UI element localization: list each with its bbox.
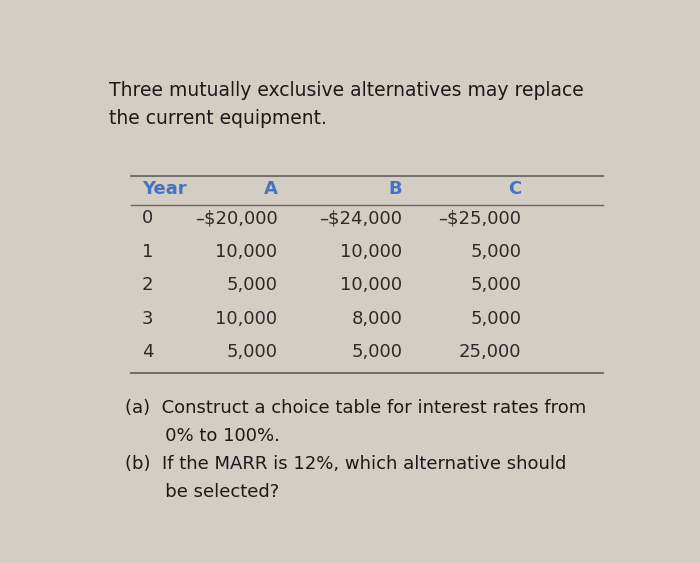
Text: 5,000: 5,000 [470,310,522,328]
Text: 25,000: 25,000 [459,343,522,361]
Text: 8,000: 8,000 [351,310,402,328]
Text: –$25,000: –$25,000 [438,209,522,227]
Text: 5,000: 5,000 [351,343,402,361]
Text: C: C [508,180,522,198]
Text: the current equipment.: the current equipment. [109,109,327,128]
Text: (b)  If the MARR is 12%, which alternative should: (b) If the MARR is 12%, which alternativ… [125,455,567,473]
Text: 5,000: 5,000 [470,276,522,294]
Text: 10,000: 10,000 [216,243,277,261]
Text: 10,000: 10,000 [340,243,402,261]
Text: 5,000: 5,000 [226,276,277,294]
Text: 0: 0 [141,209,153,227]
Text: 2: 2 [141,276,153,294]
Text: 5,000: 5,000 [226,343,277,361]
Text: B: B [389,180,402,198]
Text: –$24,000: –$24,000 [319,209,402,227]
Text: 10,000: 10,000 [340,276,402,294]
Text: 3: 3 [141,310,153,328]
Text: be selected?: be selected? [125,482,280,501]
Text: Three mutually exclusive alternatives may replace: Three mutually exclusive alternatives ma… [109,81,584,100]
Text: 1: 1 [141,243,153,261]
Text: A: A [263,180,277,198]
Text: (a)  Construct a choice table for interest rates from: (a) Construct a choice table for interes… [125,399,587,417]
Text: 5,000: 5,000 [470,243,522,261]
Text: –$20,000: –$20,000 [195,209,277,227]
Text: 4: 4 [141,343,153,361]
Text: Year: Year [141,180,186,198]
Text: 0% to 100%.: 0% to 100%. [125,427,280,445]
Text: 10,000: 10,000 [216,310,277,328]
